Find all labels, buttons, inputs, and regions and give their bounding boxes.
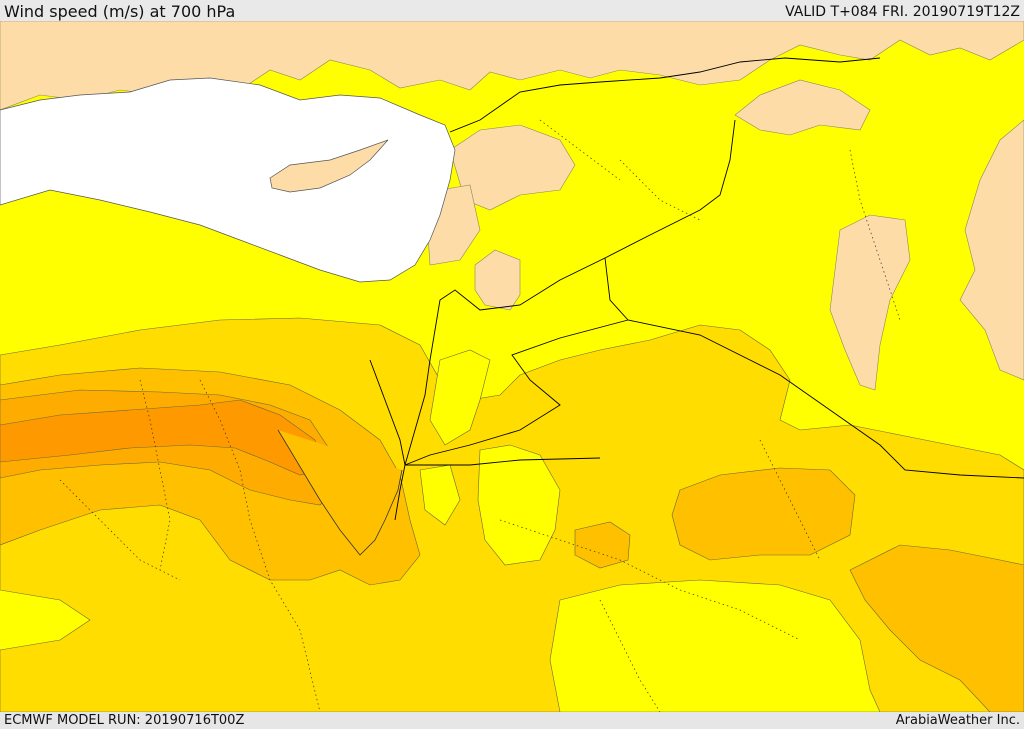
calm-land-syria-south	[474, 249, 521, 311]
calm-land-iraq-north	[734, 79, 871, 136]
valid-time-label: VALID T+084 FRI. 20190719T12Z	[785, 4, 1020, 20]
model-run-label: ECMWF MODEL RUN: 20190716T00Z	[4, 713, 245, 728]
calm-land-iraq-central	[829, 214, 911, 391]
calm-land-syria-west	[449, 124, 576, 211]
speed-band-3-area-southeast	[849, 544, 1024, 712]
wind-speed-map	[0, 21, 1024, 712]
province-boundaries	[59, 119, 901, 712]
mediterranean-sea	[0, 77, 456, 283]
speed-band-3-area-arabia-small	[574, 521, 631, 569]
speed-band-1-pocket-south	[549, 579, 881, 712]
credit-label: ArabiaWeather Inc.	[895, 713, 1020, 728]
header-bar: Wind speed (m/s) at 700 hPa VALID T+084 …	[0, 0, 1024, 21]
footer-bar: ECMWF MODEL RUN: 20190716T00Z ArabiaWeat…	[0, 712, 1024, 729]
speed-band-3-area-east	[671, 467, 856, 561]
country-borders	[369, 57, 1024, 521]
speed-band-1-pocket-sinai	[419, 464, 461, 526]
speed-band-1-pocket-jordan	[429, 349, 491, 446]
map-title: Wind speed (m/s) at 700 hPa	[4, 2, 236, 21]
cyprus-island	[269, 139, 389, 193]
calm-land-east	[959, 119, 1024, 381]
speed-band-1-pocket-arabia	[477, 444, 561, 566]
red-sea-gulf	[277, 429, 403, 556]
